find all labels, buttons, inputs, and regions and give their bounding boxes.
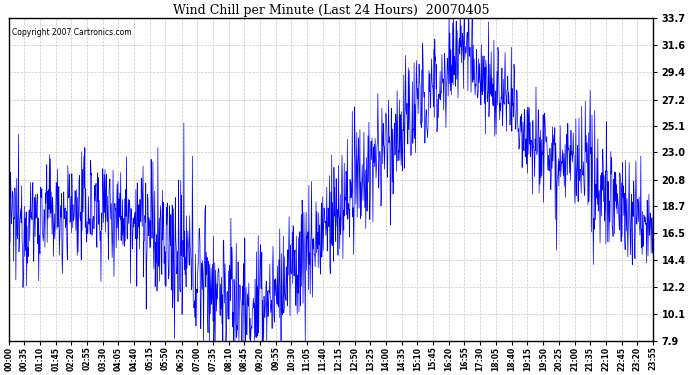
Title: Wind Chill per Minute (Last 24 Hours)  20070405: Wind Chill per Minute (Last 24 Hours) 20… <box>172 4 489 17</box>
Text: Copyright 2007 Cartronics.com: Copyright 2007 Cartronics.com <box>12 28 132 37</box>
